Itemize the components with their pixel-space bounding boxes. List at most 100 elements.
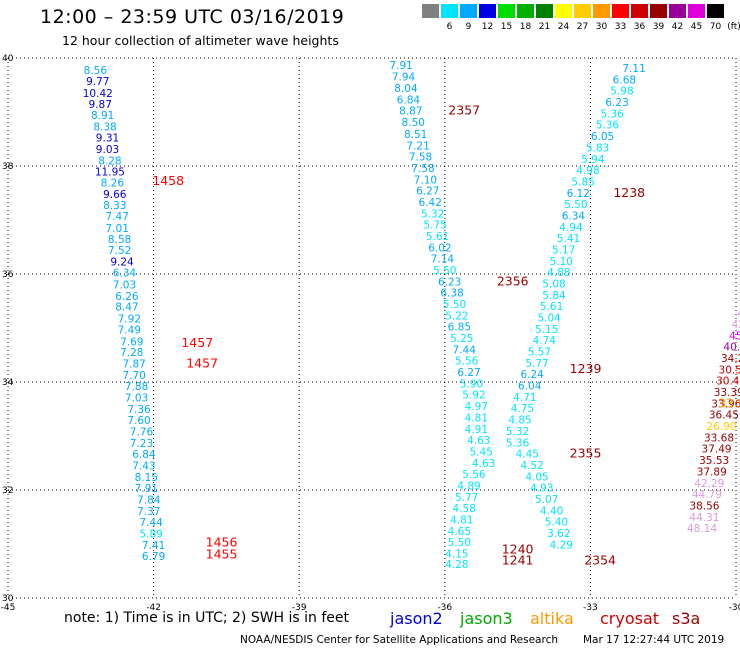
legend-label: 21	[538, 22, 551, 32]
legend-swatch	[574, 4, 591, 18]
generated-timestamp: Mar 17 12:27:44 UTC 2019	[583, 634, 725, 646]
wave-height-value: 5.61	[426, 231, 449, 243]
wave-height-value: 7.03	[125, 392, 148, 404]
wave-height-value: 35.53	[699, 455, 729, 467]
wave-height-value: 8.28	[98, 155, 121, 167]
wave-height-value: 7.76	[130, 426, 154, 438]
wave-height-value: 33.96	[711, 398, 740, 410]
legend-swatch	[669, 4, 686, 18]
legend-label: 36	[633, 22, 646, 32]
wave-height-value: 44.31	[689, 512, 719, 524]
x-tick-label: -33	[583, 603, 598, 613]
wave-height-value: 7.70	[122, 370, 145, 382]
wave-height-value: 7.91	[135, 483, 158, 495]
wave-height-value: 3.62	[547, 528, 570, 540]
wave-height-value: 4.52	[520, 460, 543, 472]
wave-height-value: 8.15	[135, 472, 158, 484]
wave-height-value: 9.66	[103, 189, 127, 201]
legend-swatch	[555, 4, 572, 18]
wave-height-value: 5.32	[506, 426, 529, 438]
wave-height-value: 4.91	[465, 424, 488, 436]
wave-height-value: 7.21	[406, 140, 429, 152]
time-label: 1238	[613, 185, 645, 200]
time-label: 1455	[206, 547, 238, 562]
wave-height-value: 5.45	[470, 446, 493, 458]
wave-height-value: 4.81	[450, 514, 473, 526]
wave-height-value: 8.91	[91, 110, 114, 122]
time-label: 1457	[186, 355, 218, 370]
wave-height-value: 8.50	[402, 117, 425, 129]
axis-ticks: -45 -42 -39 -36 -33 -30 30 32 34 36 38 40	[1, 54, 740, 613]
wave-height-value: 7.01	[106, 223, 129, 235]
legend-swatch	[422, 4, 439, 18]
legend-label: 18	[519, 22, 532, 32]
wave-height-value: 34.22	[721, 353, 740, 365]
wave-height-value: 5.90	[460, 378, 483, 390]
wave-height-value: 6.34	[113, 268, 137, 280]
wave-height-value: 6.79	[142, 551, 165, 563]
wave-height-value: 6.05	[591, 131, 614, 143]
wave-height-value: 5.56	[455, 356, 479, 368]
wave-height-value: 48.14	[687, 523, 717, 535]
wave-height-value: 7.84	[137, 495, 161, 507]
satellite-name: s3a	[672, 609, 701, 628]
wave-height-value: 6.23	[438, 276, 461, 288]
wave-height-value: 40.96	[723, 342, 740, 354]
wave-height-value: 9.24	[110, 256, 134, 268]
legend-label: 39	[652, 22, 665, 32]
wave-height-value: 7.49	[118, 324, 141, 336]
wave-height-value: 7.52	[108, 245, 131, 257]
wave-height-value: 6.26	[115, 291, 139, 303]
legend-label: 12	[481, 22, 494, 32]
wave-height-value: 7.94	[392, 72, 416, 84]
wave-height-value: 11.95	[95, 167, 125, 179]
wave-height-value: 4.63	[472, 458, 495, 470]
legend-label: 6	[446, 22, 453, 32]
legend-label: 45	[690, 22, 703, 32]
wave-height-value: 5.22	[445, 310, 468, 322]
wave-height-value: 5.77	[525, 358, 548, 370]
wave-height-value: 7.37	[137, 506, 160, 518]
wave-height-value: 5.94	[581, 154, 605, 166]
wave-height-value: 36.45	[709, 410, 739, 422]
legend-swatch	[593, 4, 610, 18]
wave-height-value: 4.98	[576, 165, 599, 177]
wave-height-value: 5.40	[545, 517, 568, 529]
wave-height-value: 38.56	[689, 500, 719, 512]
wave-height-value: 5.50	[443, 299, 466, 311]
wave-height-value: 5.89	[139, 529, 162, 541]
wave-height-value: 4.58	[453, 503, 476, 515]
wave-height-value: 10.42	[83, 88, 113, 100]
y-tick-label: 32	[2, 486, 13, 496]
wave-height-values: 8.569.7710.429.878.918.389.319.038.2811.…	[83, 60, 740, 571]
time-label: 2357	[448, 103, 480, 118]
wave-height-value: 7.47	[106, 211, 129, 223]
time-label: 1240	[502, 542, 534, 557]
x-tick-label: -42	[146, 603, 161, 613]
wave-height-value: 8.26	[101, 178, 125, 190]
legend-swatch	[707, 4, 724, 18]
wave-height-value: 6.04	[518, 381, 542, 393]
wave-height-value: 4.81	[465, 412, 488, 424]
wave-height-value: 5.83	[586, 142, 609, 154]
wave-height-value: 5.75	[423, 220, 446, 232]
wave-height-value: 7.43	[132, 460, 155, 472]
wave-height-value: 4.88	[547, 267, 570, 279]
time-label: 2354	[584, 553, 616, 568]
wave-height-value: 5.36	[601, 108, 625, 120]
y-tick-label: 40	[2, 54, 14, 64]
wave-height-value: 8.51	[404, 129, 427, 141]
wave-height-value: 8.47	[115, 302, 138, 314]
wave-height-value: 4.94	[559, 222, 583, 234]
wave-height-value: 4.29	[550, 539, 573, 551]
x-tick-label: -30	[729, 603, 740, 613]
wave-height-value: 5.10	[550, 256, 573, 268]
wave-height-value: 7.87	[122, 358, 145, 370]
time-label: 1239	[570, 361, 602, 376]
wave-height-value: 7.10	[414, 174, 437, 186]
y-tick-label: 30	[2, 594, 14, 604]
wave-height-value: 5.50	[564, 199, 587, 211]
legend-label: 15	[500, 22, 513, 32]
wave-height-value: 7.11	[622, 63, 645, 75]
x-tick-label: -45	[1, 603, 16, 613]
